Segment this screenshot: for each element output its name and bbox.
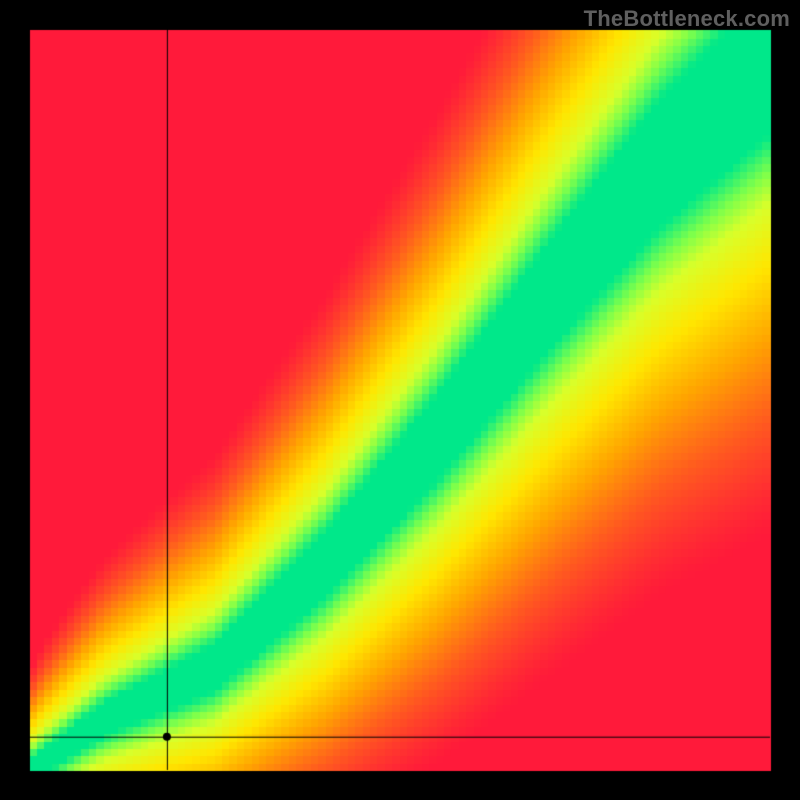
bottleneck-heatmap [0, 0, 800, 800]
chart-container: TheBottleneck.com [0, 0, 800, 800]
attribution-text: TheBottleneck.com [584, 6, 790, 32]
